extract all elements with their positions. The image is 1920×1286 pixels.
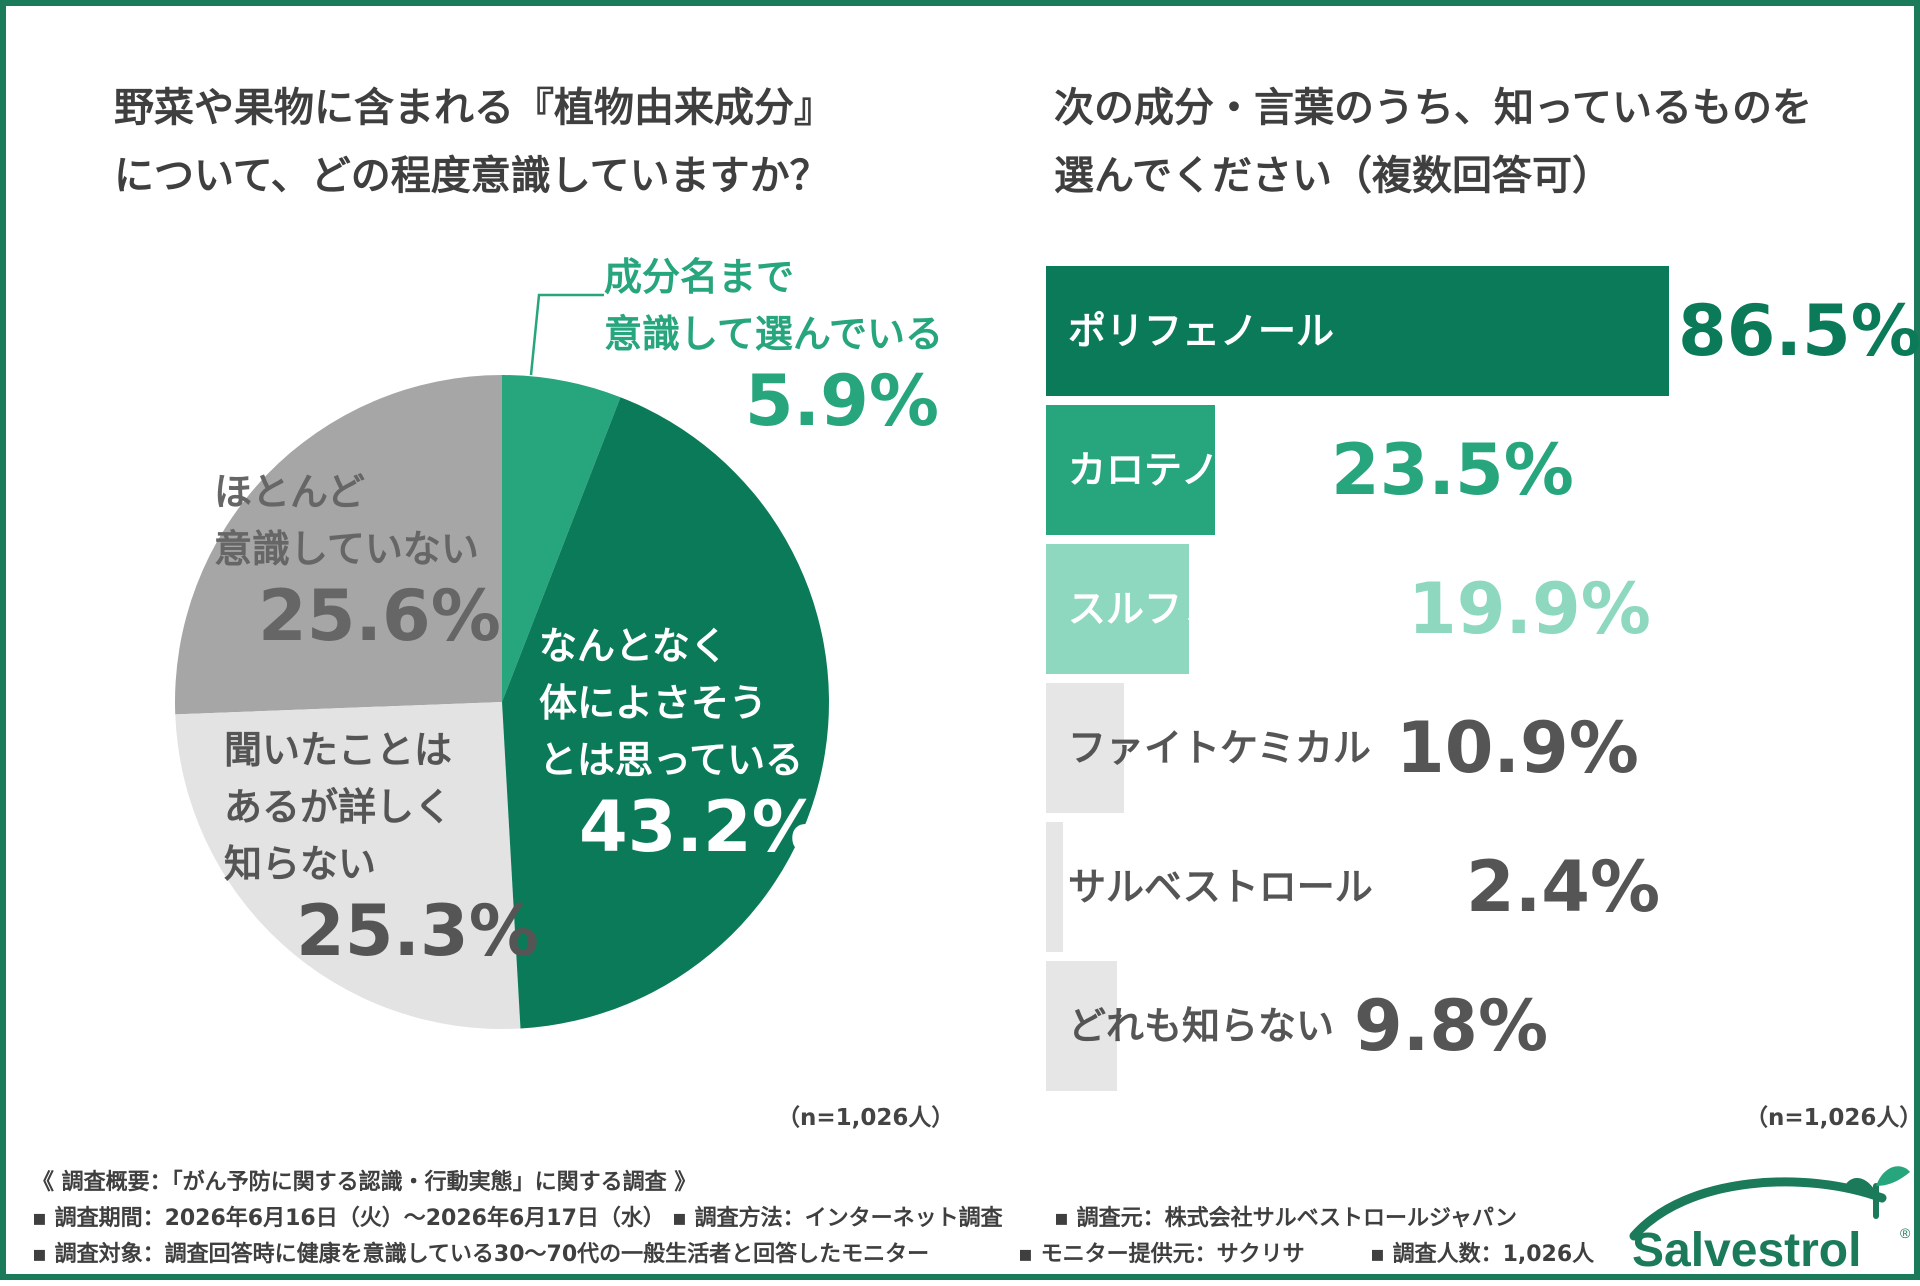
bar xyxy=(1046,405,1216,535)
slice-label-heard-of: 聞いたことは あるが詳しく 知らない 25.3% xyxy=(224,722,539,969)
logo-wordmark: Salvestrol xyxy=(1632,1224,1861,1277)
slice-label-line: 聞いたことは xyxy=(224,728,453,772)
bar-category-label: ファイトケミカル xyxy=(1068,726,1371,770)
bar-title-line-1: 次の成分・言葉のうち、知っているものを xyxy=(1054,85,1812,131)
bar xyxy=(1046,266,1669,396)
slice-label-line: 成分名まで xyxy=(604,255,795,299)
pie-slice-conscious xyxy=(502,375,621,702)
bar-value-label: 86.5% xyxy=(1678,290,1920,372)
slice-label-not-conscious: ほとんど 意識していない 25.6% xyxy=(214,464,501,654)
slice-label-line: あるが詳しく xyxy=(224,785,453,829)
slice-value-label: 25.3% xyxy=(296,890,539,972)
salvestrol-logo: Salvestrol ® xyxy=(1629,1166,1911,1277)
slice-label-line: 意識していない xyxy=(214,527,479,571)
bar-row-salvestrol: サルベストロール 2.4% xyxy=(1046,822,1846,952)
slice-label-conscious: 成分名まで 意識して選んでいる 5.9% xyxy=(604,249,943,439)
bar-row-sulforaphane: スルフォラファン 19.9% xyxy=(1046,544,1846,674)
sprout-icon xyxy=(1844,1166,1910,1219)
registered-mark: ® xyxy=(1900,1225,1911,1241)
bar-chart-title: 次の成分・言葉のうち、知っているものを 選んでください（複数回答可） xyxy=(1054,74,1812,210)
bar-value-label: 19.9% xyxy=(1408,568,1651,650)
survey-target: ▪ 調査対象：調査回答時に健康を意識している30～70代の一般生活者と回答したモ… xyxy=(32,1242,930,1267)
pie-title-line-2: について、どの程度意識していますか？ xyxy=(114,153,830,199)
bar-row-none: どれも知らない 9.8% xyxy=(1046,961,1846,1091)
bar-value-label: 9.8% xyxy=(1354,985,1549,1067)
bar-title-line-2: 選んでください（複数回答可） xyxy=(1054,153,1612,199)
slice-label-line: 意識して選んでいる xyxy=(604,312,943,356)
pie-slice-not-conscious xyxy=(175,375,502,715)
survey-method: ▪ 調査方法：インターネット調査 xyxy=(672,1206,1003,1231)
bar xyxy=(1046,822,1064,952)
bar-category-label: ポリフェノール xyxy=(1068,309,1335,353)
bar-value-label: 23.5% xyxy=(1331,429,1574,511)
bar-category-label: どれも知らない xyxy=(1068,1004,1335,1048)
pie-chart xyxy=(175,293,829,1029)
slice-value-label: 25.6% xyxy=(258,575,501,657)
bar-sample-size: （n=1,026人） xyxy=(1745,1105,1920,1131)
monitor-provider: ▪ モニター提供元：サクリサ xyxy=(1018,1242,1305,1267)
slice-value-label: 43.2% xyxy=(579,786,822,868)
logo-text: Salvestrol xyxy=(1632,1224,1861,1277)
pie-sample-size: （n=1,026人） xyxy=(777,1105,955,1131)
survey-count: ▪ 調査人数：1,026人 xyxy=(1370,1242,1595,1267)
slice-label-line: 体によさそう xyxy=(539,681,768,725)
slice-value-label: 5.9% xyxy=(744,360,939,442)
bar-category-label: サルベストロール xyxy=(1068,865,1373,909)
bar-row-carotenoid: カロテノイド 23.5% xyxy=(1046,405,1846,535)
survey-source: ▪ 調査元：株式会社サルベストロールジャパン xyxy=(1054,1206,1518,1231)
bar-chart: ポリフェノール 86.5% カロテノイド 23.5% スルフォラファン 19.9… xyxy=(1046,266,1920,1092)
pie-slice-vaguely-good xyxy=(502,397,829,1029)
survey-period: ▪ 調査期間：2026年6月16日（火）～2026年6月17日（水） xyxy=(32,1206,665,1231)
pie-title-line-1: 野菜や果物に含まれる『植物由来成分』 xyxy=(114,85,834,131)
callout-leader-line xyxy=(529,293,604,376)
bar-category-label: カロテノイド xyxy=(1068,448,1295,492)
slice-label-line: ほとんど xyxy=(214,470,365,514)
bar xyxy=(1046,683,1125,813)
slice-label-line: とは思っている xyxy=(539,738,804,782)
bar-category-label: スルフォラファン xyxy=(1068,587,1373,631)
survey-summary-title: 《 調査概要：「がん予防に関する認識・行動実態」に関する調査 》 xyxy=(32,1170,697,1195)
pie-slice-heard-of xyxy=(175,702,521,1029)
slice-label-line: なんとなく xyxy=(539,624,728,668)
bar xyxy=(1046,544,1190,674)
bar xyxy=(1046,961,1117,1091)
bar-row-phytochemical: ファイトケミカル 10.9% xyxy=(1046,683,1846,813)
slice-label-line: 知らない xyxy=(224,842,377,886)
pie-chart-title: 野菜や果物に含まれる『植物由来成分』 について、どの程度意識していますか？ xyxy=(114,74,834,210)
bar-row-polyphenol: ポリフェノール 86.5% xyxy=(1046,266,1920,396)
bar-value-label: 10.9% xyxy=(1396,707,1639,789)
slice-label-vaguely-good: なんとなく 体によさそう とは思っている 43.2% xyxy=(539,618,822,865)
bar-value-label: 2.4% xyxy=(1466,846,1661,928)
